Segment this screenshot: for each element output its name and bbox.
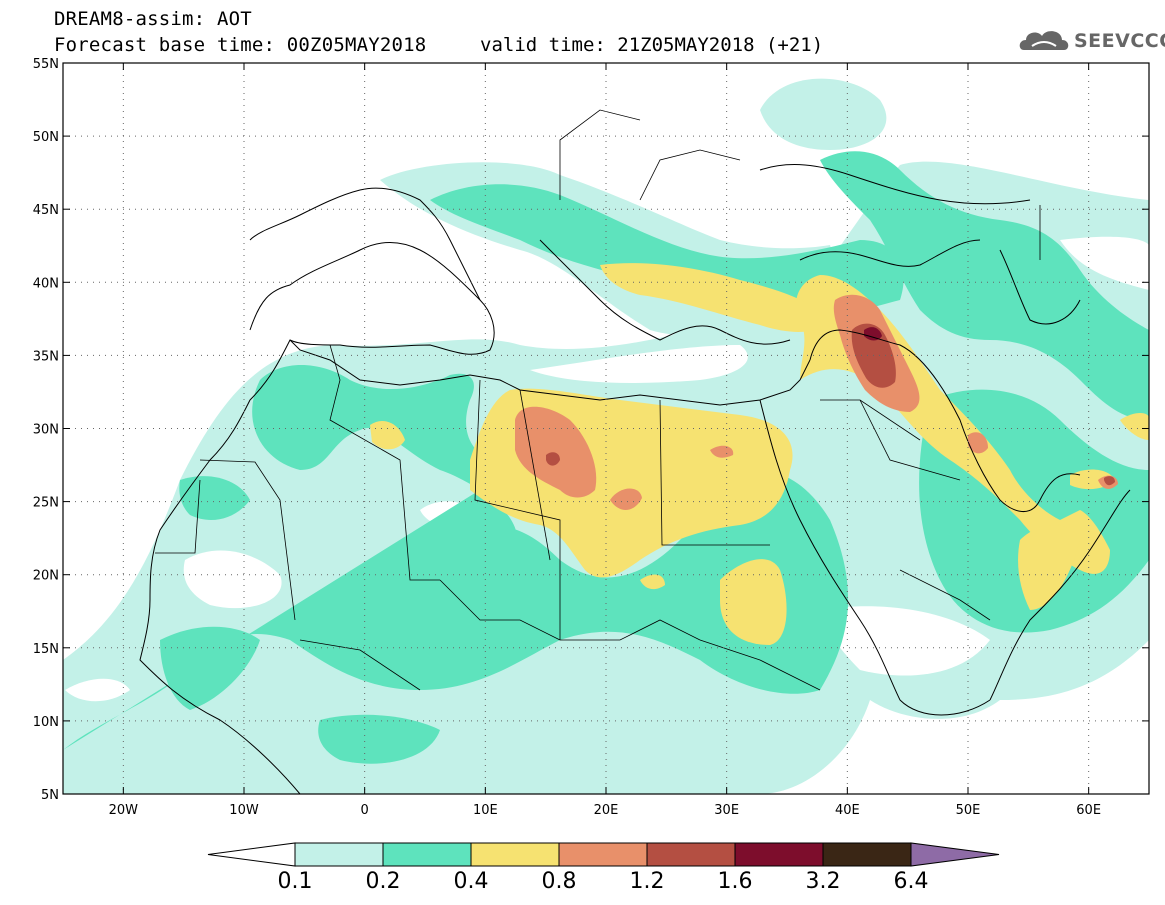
logo-text: SEEVCCC — [1074, 30, 1165, 52]
lat-tick-label: 10N — [33, 715, 59, 730]
lat-tick-label: 30N — [33, 423, 59, 438]
aot-band-1.6 — [864, 327, 882, 341]
gridlines — [63, 63, 1149, 794]
lon-tick-label: 60E — [1076, 803, 1101, 818]
lon-tick-label: 10E — [473, 803, 498, 818]
lat-tick-label: 35N — [33, 349, 59, 364]
lon-tick-label: 40E — [835, 803, 860, 818]
colorbar-label: 3.2 — [806, 869, 841, 894]
valid-time: valid time: 21Z05MAY2018 (+21) — [480, 34, 824, 56]
lat-tick-label: 15N — [33, 642, 59, 657]
coastlines — [139, 164, 1131, 794]
lon-axis: 20W 10W 0 10E 20E 30E 40E 50E 60E — [109, 63, 1101, 818]
lat-tick-label: 50N — [33, 130, 59, 145]
colorbar-swatch — [470, 842, 560, 867]
colorbar-swatch — [646, 842, 736, 867]
colorbar-swatch — [734, 842, 824, 867]
colorbar-swatch — [294, 842, 384, 867]
lat-tick-label: 25N — [33, 496, 59, 511]
lat-tick-label: 5N — [41, 788, 59, 803]
lat-tick-label: 40N — [33, 276, 59, 291]
lon-tick-label: 0 — [361, 803, 369, 818]
colorbar-label: 1.6 — [718, 869, 753, 894]
colorbar-over-arrow — [910, 842, 1000, 867]
lat-axis: 55N 50N 45N 40N 35N 30N 25N 20N 15N 10N 5N — [33, 57, 1149, 803]
colorbar-label: 0.4 — [454, 869, 489, 894]
colorbar-under-arrow — [207, 842, 296, 867]
chart-title: DREAM8-assim: AOT — [54, 8, 252, 30]
colorbar-swatch — [558, 842, 648, 867]
colorbar-swatch — [382, 842, 472, 867]
lon-tick-label: 20E — [594, 803, 619, 818]
lat-tick-label: 55N — [33, 57, 59, 72]
colorbar-label: 1.2 — [630, 869, 665, 894]
colorbar-label: 0.1 — [278, 869, 313, 894]
colorbar-label: 0.2 — [366, 869, 401, 894]
lon-tick-label: 50E — [956, 803, 981, 818]
lat-tick-label: 20N — [33, 569, 59, 584]
lon-tick-label: 30E — [714, 803, 739, 818]
lat-tick-label: 45N — [33, 203, 59, 218]
colorbar: 0.1 0.2 0.4 0.8 1.2 1.6 3.2 6.4 — [207, 842, 1000, 894]
forecast-base-time: Forecast base time: 00Z05MAY2018 — [54, 34, 427, 56]
lon-tick-label: 10W — [229, 803, 259, 818]
colorbar-label: 6.4 — [894, 869, 929, 894]
cloud-logo-icon — [1019, 31, 1069, 50]
country-borders — [155, 109, 1041, 691]
colorbar-swatch — [822, 842, 912, 867]
colorbar-label: 0.8 — [542, 869, 577, 894]
lon-tick-label: 20W — [109, 803, 139, 818]
